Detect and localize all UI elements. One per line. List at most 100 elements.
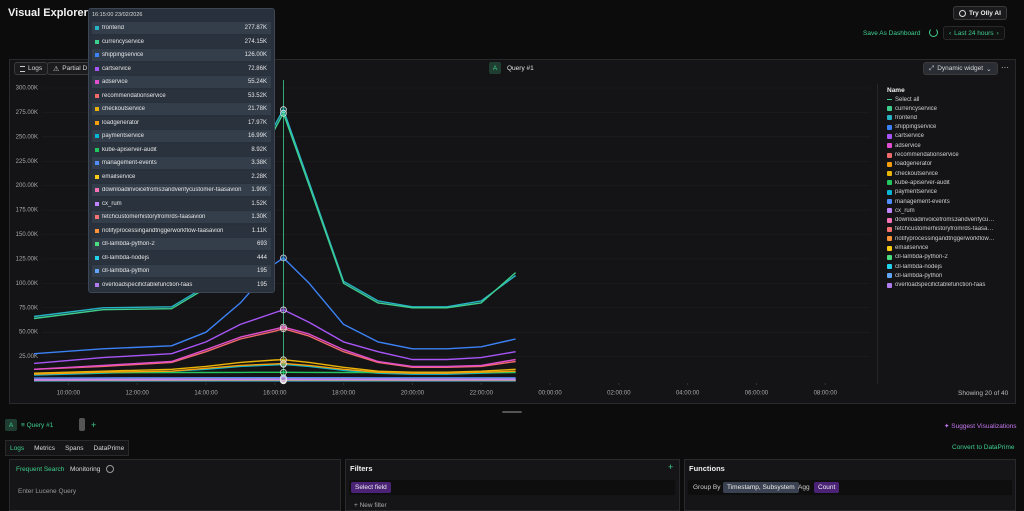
- tooltip-name: adservice: [102, 79, 248, 85]
- x-tick-label: 20:00:00: [401, 391, 425, 397]
- tooltip-value: 2.28K: [251, 174, 267, 180]
- agg-value[interactable]: Count: [814, 482, 839, 493]
- tooltip-value: 16.99K: [248, 133, 267, 139]
- tooltip-value: 8.92K: [251, 147, 267, 153]
- tooltip-row: downloadinvoicefroms3andverifycustomer-f…: [92, 184, 271, 196]
- tooltip-value: 693: [257, 241, 267, 247]
- info-icon[interactable]: [106, 465, 114, 473]
- x-tick-label: 22:00:00: [470, 391, 494, 397]
- query-type-tab[interactable]: Spans: [65, 445, 83, 452]
- tooltip-row: notifyprocessingandtriggerworkflow-faasa…: [92, 225, 271, 237]
- query-tab[interactable]: ≡ Query #1: [21, 422, 53, 429]
- tooltip-swatch: [95, 107, 99, 111]
- splitter-handle[interactable]: [502, 411, 522, 413]
- tooltip-swatch: [95, 161, 99, 165]
- query-type-tab[interactable]: Metrics: [34, 445, 55, 452]
- tooltip-value: 1.90K: [251, 187, 267, 193]
- x-tick-label: 00:00:00: [538, 391, 562, 397]
- tooltip-value: 1.11K: [252, 228, 267, 234]
- suggest-visualizations[interactable]: ✦ Suggest Visualizations: [944, 422, 1017, 430]
- x-tick-label: 18:00:00: [332, 391, 356, 397]
- query-type-tab[interactable]: Logs: [10, 445, 24, 452]
- group-by-label: Group By: [693, 484, 720, 491]
- tooltip-value: 55.24K: [248, 79, 267, 85]
- tooltip-value: 277.87K: [245, 25, 267, 31]
- y-tick-label: 150.00K: [16, 232, 38, 238]
- tooltip-swatch: [95, 229, 99, 233]
- tooltip-name: frontend: [102, 25, 245, 31]
- x-tick-label: 08:00:00: [814, 391, 838, 397]
- hover-point: [280, 255, 286, 261]
- tooltip-swatch: [95, 40, 99, 44]
- x-tick-label: 06:00:00: [745, 391, 769, 397]
- tooltip-value: 3.38K: [251, 160, 267, 166]
- y-tick-label: 125.00K: [16, 256, 38, 262]
- tooltip-value: 444: [257, 255, 267, 261]
- functions-panel: Functions Group By Timestamp, Subsystem …: [684, 459, 1016, 511]
- tooltip-swatch: [95, 215, 99, 219]
- tooltip-value: 126.00K: [245, 52, 267, 58]
- new-filter[interactable]: + New filter: [354, 502, 387, 509]
- hover-point: [280, 360, 286, 366]
- tooltip-swatch: [95, 148, 99, 152]
- tooltip-swatch: [95, 80, 99, 84]
- query-toggle[interactable]: [79, 418, 85, 431]
- search-tab[interactable]: Monitoring: [70, 466, 100, 473]
- y-tick-label: 200.00K: [16, 183, 38, 189]
- add-query[interactable]: +: [91, 420, 96, 430]
- x-tick-label: 16:00:00: [263, 391, 287, 397]
- x-tick-label: 10:00:00: [57, 391, 81, 397]
- tooltip-name: kube-apiserver-audit: [102, 147, 251, 153]
- series-line: [34, 310, 516, 364]
- lucene-input[interactable]: Enter Lucene Query: [18, 488, 76, 495]
- query-tabs: Logs Metrics Spans DataPrime: [5, 440, 129, 456]
- y-tick-label: 25.00K: [19, 354, 38, 360]
- tooltip-name: fetchcustomerhistoryfromrds-faasavion: [102, 214, 251, 220]
- series-line: [34, 380, 516, 381]
- tooltip-swatch: [95, 67, 99, 71]
- select-field[interactable]: Select field: [351, 482, 391, 493]
- tooltip-name: cll-lambda-nodejs: [102, 255, 257, 261]
- tooltip-name: currencyservice: [102, 39, 245, 45]
- tooltip-swatch: [95, 283, 99, 287]
- tooltip-name: overloadspecifictablefunction-faas: [102, 282, 257, 288]
- tooltip-value: 195: [257, 268, 267, 274]
- group-by-value[interactable]: Timestamp, Subsystem: [723, 482, 799, 493]
- tooltip-swatch: [95, 94, 99, 98]
- filter-row: [349, 480, 675, 495]
- tooltip-value: 195: [257, 282, 267, 288]
- agg-label: Agg: [798, 484, 810, 491]
- functions-title: Functions: [689, 464, 725, 473]
- hover-point: [280, 369, 286, 375]
- tooltip-name: checkoutservice: [102, 106, 248, 112]
- tooltip-swatch: [95, 26, 99, 30]
- x-tick-label: 04:00:00: [676, 391, 700, 397]
- y-tick-label: 100.00K: [16, 281, 38, 287]
- y-tick-label: 300.00K: [16, 86, 38, 92]
- add-filter[interactable]: +: [668, 462, 673, 472]
- tooltip-name: cll-lambda-python-2: [102, 241, 257, 247]
- tooltip-value: 1.52K: [251, 201, 267, 207]
- search-tab[interactable]: Frequent Search: [16, 466, 64, 473]
- tooltip-swatch: [95, 121, 99, 125]
- tooltip-name: emailservice: [102, 174, 251, 180]
- query-type-tab[interactable]: DataPrime: [94, 445, 125, 452]
- tooltip-swatch: [95, 175, 99, 179]
- tooltip-name: recommendationservice: [102, 93, 248, 99]
- convert-dataprime[interactable]: Convert to DataPrime: [952, 444, 1015, 451]
